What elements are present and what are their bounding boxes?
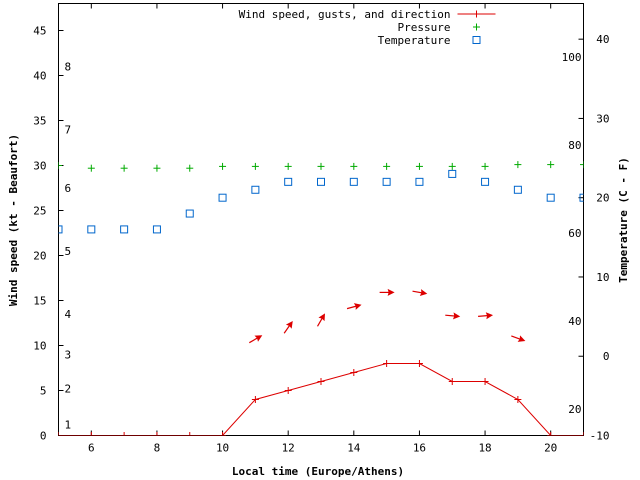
x-tick-label: 8 <box>154 442 161 455</box>
legend-label: Wind speed, gusts, and direction <box>239 8 451 21</box>
beaufort-label: 4 <box>65 308 72 321</box>
arrow-head <box>387 288 395 296</box>
arrow-head <box>517 335 526 342</box>
arrow-head <box>452 312 461 320</box>
series-1 <box>58 161 584 172</box>
y-tick-label-right: 20 <box>596 192 609 205</box>
y-tick-label-right: 40 <box>596 33 609 46</box>
beaufort-label: 9 <box>65 0 72 2</box>
wind-direction-arrow <box>283 320 293 334</box>
series-layer <box>58 161 584 436</box>
beaufort-label: 2 <box>65 383 72 396</box>
temperature-point <box>349 177 358 186</box>
y-tick-label-left: 0 <box>40 430 47 443</box>
beaufort-label: 3 <box>65 349 72 362</box>
temperature-point <box>382 177 391 186</box>
temperature-point <box>481 177 490 186</box>
y-tick-label-left: 25 <box>33 205 46 218</box>
arrow-head <box>254 335 263 342</box>
fahrenheit-label: 40 <box>568 315 581 328</box>
wind-speed-line <box>58 363 584 436</box>
beaufort-label: 6 <box>65 182 72 195</box>
beaufort-label: 8 <box>65 61 72 74</box>
fahrenheit-label: 80 <box>568 139 581 152</box>
y-axis-label-right: Temperature (C - F) <box>617 157 630 283</box>
legend: Wind speed, gusts, and directionPressure… <box>239 8 496 47</box>
temperature-point <box>579 193 584 202</box>
arrow-head <box>318 313 325 322</box>
y-tick-label-right: 0 <box>603 350 610 363</box>
y-tick-label-left: 20 <box>33 250 46 263</box>
fahrenheit-label: 20 <box>568 403 581 416</box>
temperature-point <box>251 185 260 194</box>
y-tick-label-right: -10 <box>590 430 610 443</box>
arrow-head <box>419 289 428 297</box>
x-tick-label: 10 <box>216 442 229 455</box>
wind-direction-arrow <box>346 303 362 310</box>
legend-label: Pressure <box>398 21 451 34</box>
y-axis-label-left: Wind speed (kt - Beaufort) <box>7 134 20 306</box>
temperature-point <box>546 193 555 202</box>
temperature-point <box>317 177 325 186</box>
series-2 <box>58 169 584 234</box>
y-tick-label-left: 10 <box>33 340 46 353</box>
arrow-head <box>285 320 293 329</box>
series-0 <box>58 360 584 436</box>
wind-direction-arrow <box>511 335 526 342</box>
temperature-point <box>284 177 293 186</box>
tick-labels: 6 8 10 12 14 16 18 20051015202530354045-1001020… <box>33 0 609 455</box>
x-tick-label: 12 <box>282 442 295 455</box>
wind-direction-arrow <box>249 335 263 344</box>
wind-direction-arrow <box>478 312 494 320</box>
arrow-head <box>485 312 494 320</box>
legend-marker-square <box>472 36 481 44</box>
beaufort-label: 1 <box>65 419 72 432</box>
x-axis-label: Local time (Europe/Athens) <box>232 465 404 478</box>
axis-ticks <box>58 3 584 436</box>
temperature-point <box>448 169 457 178</box>
y-tick-label-left: 15 <box>33 295 46 308</box>
y-tick-label-right: 30 <box>596 112 609 125</box>
wind-direction-arrow <box>412 289 428 297</box>
legend-label: Temperature <box>378 34 451 47</box>
wind-direction-arrow <box>379 288 395 296</box>
fahrenheit-label: 60 <box>568 227 581 240</box>
arrow-head <box>353 303 362 310</box>
beaufort-label: 7 <box>65 124 72 137</box>
temperature-point <box>87 225 96 234</box>
temperature-point <box>120 225 129 234</box>
x-tick-label: 16 <box>413 442 426 455</box>
y-tick-label-left: 45 <box>33 25 46 38</box>
wind-direction-arrow <box>316 313 325 327</box>
y-tick-label-left: 40 <box>33 70 46 83</box>
plot-frame <box>58 3 584 436</box>
temperature-point <box>58 225 63 234</box>
x-tick-label: 20 <box>544 442 557 455</box>
fahrenheit-label: 100 <box>562 51 582 64</box>
temperature-point <box>152 225 161 234</box>
y-tick-label-left: 5 <box>40 385 47 398</box>
x-tick-label: 14 <box>347 442 361 455</box>
temperature-point <box>513 185 522 194</box>
temperature-point <box>415 177 424 186</box>
wind-direction-arrow <box>445 312 461 320</box>
y-tick-label-left: 35 <box>33 115 46 128</box>
x-tick-label: 6 <box>88 442 95 455</box>
x-tick-label: 18 <box>478 442 491 455</box>
temperature-point <box>185 209 194 218</box>
temperature-point <box>218 193 227 202</box>
y-tick-label-left: 30 <box>33 160 46 173</box>
beaufort-label: 5 <box>65 245 72 258</box>
y-tick-label-right: 10 <box>596 271 609 284</box>
